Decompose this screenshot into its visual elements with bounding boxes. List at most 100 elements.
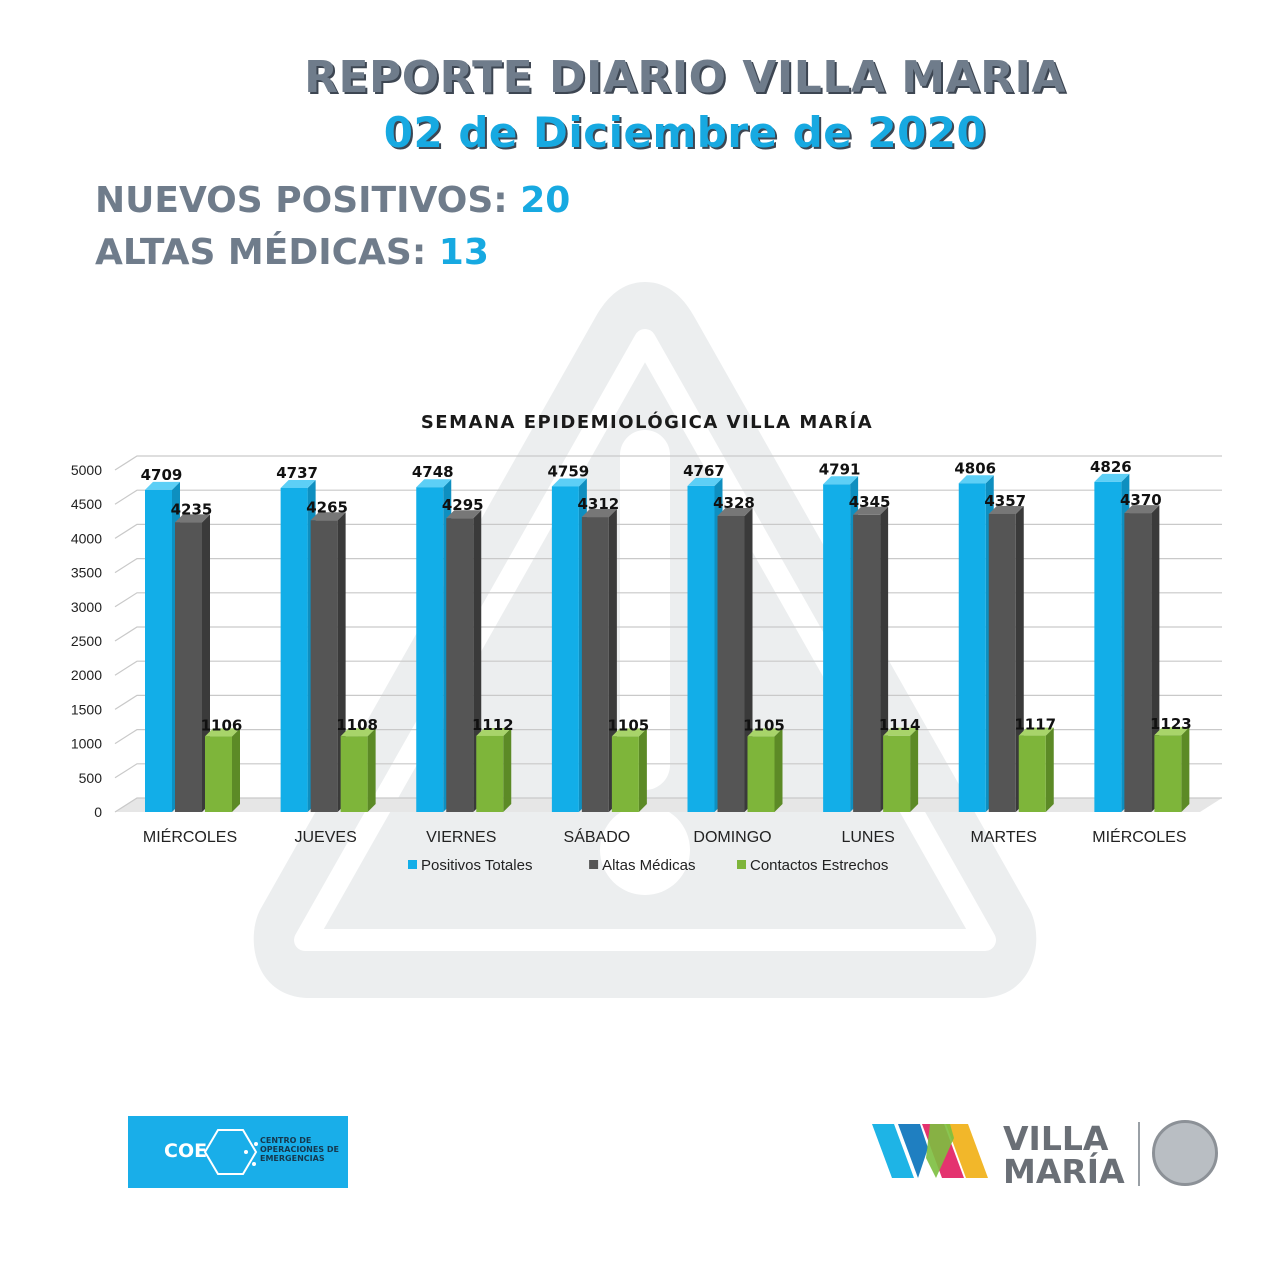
bar-top	[280, 479, 316, 488]
y-tick-label: 4000	[71, 530, 102, 546]
y-tick-label: 5000	[71, 462, 102, 478]
discharges-label: ALTAS MÉDICAS:	[95, 232, 427, 273]
data-label: 4370	[1120, 491, 1162, 509]
bar	[280, 487, 308, 812]
data-label: 4235	[171, 500, 213, 518]
data-label: 4345	[849, 493, 891, 511]
bar-side	[910, 727, 919, 812]
bar	[958, 483, 986, 812]
bar-side	[367, 728, 376, 812]
municipal-seal-icon	[1152, 1120, 1218, 1186]
new-positives-stat: NUEVOS POSITIVOS: 20	[95, 180, 570, 221]
y-tick-label: 500	[79, 770, 103, 786]
bar	[205, 736, 232, 812]
legend-swatch	[589, 860, 599, 869]
y-tick-label: 1500	[71, 701, 102, 717]
x-tick-label: DOMINGO	[693, 829, 771, 846]
bar-side	[1045, 727, 1054, 812]
legend-label: Contactos Estrechos	[750, 857, 888, 874]
bar-top	[687, 477, 723, 486]
data-label: 1112	[472, 716, 514, 734]
data-label: 1123	[1150, 715, 1192, 733]
bar	[581, 517, 609, 812]
bar-side	[638, 728, 647, 812]
bar	[1094, 481, 1122, 812]
y-tick-label: 0	[94, 804, 102, 820]
y-tick-label: 1000	[71, 736, 102, 752]
data-label: 1108	[336, 716, 378, 734]
bar	[687, 485, 715, 812]
y-tick-label: 3500	[71, 565, 102, 581]
bar-top	[145, 481, 180, 490]
y-tick-label: 4500	[71, 496, 102, 512]
bar	[823, 484, 851, 812]
data-label: 4265	[306, 498, 348, 516]
bar	[175, 522, 202, 812]
bar-top	[1094, 473, 1130, 482]
bar	[145, 489, 172, 812]
data-label: 4826	[1090, 458, 1132, 476]
data-label: 1114	[879, 716, 921, 734]
bar-top	[416, 479, 452, 488]
bar-top	[747, 728, 783, 737]
gridline	[114, 489, 1222, 505]
bar-top	[823, 476, 859, 485]
data-label: 4295	[442, 496, 484, 514]
coe-logo: COE CENTRO DE OPERACIONES DE EMERGENCIAS	[128, 1116, 348, 1188]
data-label: 1105	[743, 716, 785, 734]
bar-top	[1154, 727, 1190, 736]
bar-top	[988, 505, 1024, 514]
x-tick-label: VIERNES	[426, 829, 496, 846]
bar	[853, 514, 881, 812]
x-tick-label: LUNES	[841, 829, 894, 846]
villa-maria-stripes-icon	[872, 1124, 988, 1178]
x-tick-label: MIÉRCOLES	[143, 827, 237, 846]
bar-top	[958, 475, 994, 484]
x-tick-label: MARTES	[971, 829, 1037, 846]
bar	[551, 486, 579, 812]
data-label: 1106	[201, 716, 243, 734]
chart-title: SEMANA EPIDEMIOLÓGICA VILLA MARÍA	[421, 411, 873, 433]
coe-subtitle: CENTRO DE OPERACIONES DE EMERGENCIAS	[260, 1136, 339, 1163]
bar-top	[853, 506, 889, 515]
coe-logo-text: COE	[164, 1140, 208, 1162]
data-label: 4748	[412, 463, 454, 481]
bar	[340, 736, 368, 812]
bar	[611, 736, 639, 812]
bar-side	[503, 727, 512, 812]
data-label: 4709	[141, 466, 183, 484]
data-label: 4357	[984, 492, 1026, 510]
data-label: 1105	[608, 716, 650, 734]
bar	[1154, 735, 1182, 812]
data-label: 4312	[578, 495, 620, 513]
gridline	[114, 455, 1222, 471]
bar-side	[774, 728, 783, 812]
x-tick-label: SÁBADO	[564, 827, 631, 846]
bar-top	[551, 478, 587, 487]
new-positives-value: 20	[520, 180, 571, 221]
y-tick-label: 2000	[71, 667, 102, 683]
villa-maria-wordmark: VILLA MARÍA	[1003, 1122, 1125, 1188]
page-title: REPORTE DIARIO VILLA MARIA	[304, 52, 1066, 103]
bar	[446, 518, 474, 812]
bar-top	[611, 728, 647, 737]
bar-top	[717, 507, 753, 516]
bar	[310, 520, 338, 812]
data-label: 1117	[1014, 716, 1056, 734]
wordmark-line-2: MARÍA	[1003, 1152, 1125, 1191]
logo-separator	[1138, 1122, 1140, 1186]
data-label: 4737	[276, 464, 318, 482]
bar-top	[883, 727, 919, 736]
data-label: 4791	[819, 460, 861, 478]
data-label: 4328	[713, 494, 755, 512]
bar-side	[232, 728, 240, 812]
bar-top	[175, 514, 210, 523]
legend-label: Altas Médicas	[602, 857, 695, 874]
bar	[747, 736, 775, 812]
bar-top	[310, 512, 346, 521]
bar-top	[476, 727, 512, 736]
discharges-value: 13	[438, 232, 489, 273]
bar	[476, 735, 504, 812]
x-tick-label: JUEVES	[295, 829, 357, 846]
